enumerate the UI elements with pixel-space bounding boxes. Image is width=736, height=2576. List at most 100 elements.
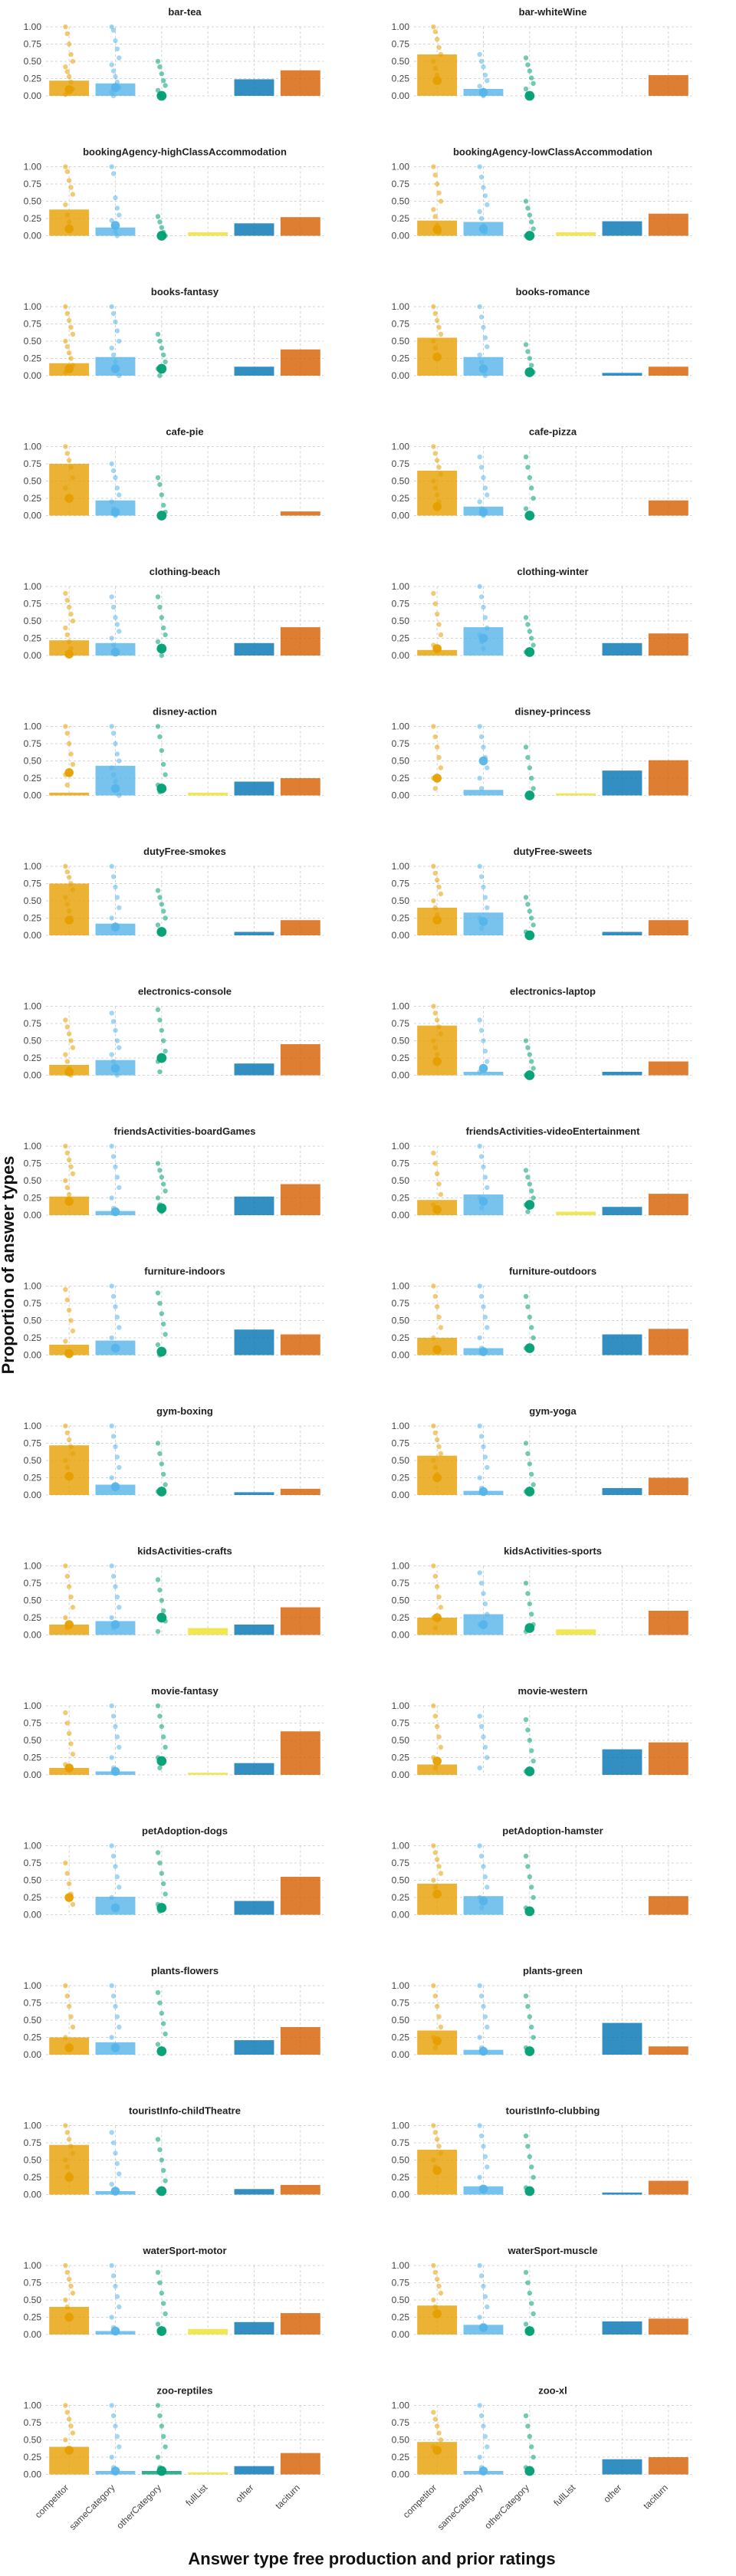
point-otherCategory xyxy=(157,734,163,740)
point-otherCategory xyxy=(157,1765,163,1771)
bar-other xyxy=(602,1072,642,1076)
point-competitor xyxy=(431,590,436,596)
y-tick-label: 0.50 xyxy=(392,2015,410,2026)
point-competitor xyxy=(431,1983,436,1989)
point-competitor xyxy=(64,597,70,603)
y-tick-label: 0.25 xyxy=(24,1193,42,1204)
summary-point-otherCategory xyxy=(524,2326,535,2336)
point-competitor xyxy=(68,465,74,470)
point-competitor xyxy=(68,356,74,361)
point-sameCategory xyxy=(482,2433,488,2440)
point-otherCategory xyxy=(155,594,161,600)
point-otherCategory xyxy=(527,909,533,914)
point-competitor xyxy=(68,1594,74,1600)
bar-other xyxy=(234,1492,274,1495)
point-competitor xyxy=(70,1605,76,1610)
y-tick-label: 0.50 xyxy=(24,56,42,67)
point-competitor xyxy=(70,2150,76,2156)
y-tick-label: 0.00 xyxy=(392,2329,410,2340)
point-sameCategory xyxy=(110,1154,117,1159)
y-tick-label: 0.00 xyxy=(392,90,410,101)
point-competitor xyxy=(434,877,440,883)
y-tick-label: 0.00 xyxy=(24,370,42,381)
point-sameCategory xyxy=(110,1059,117,1064)
bar-competitor xyxy=(49,792,90,796)
point-competitor xyxy=(436,1444,442,1450)
panel: disney-action 0.00 0.25 0.50 0.75 1.00 xyxy=(24,706,324,801)
point-otherCategory xyxy=(155,2403,161,2408)
y-tick-label: 0.00 xyxy=(392,650,410,661)
point-otherCategory xyxy=(161,1734,166,1740)
point-otherCategory xyxy=(527,2433,533,2440)
point-sameCategory xyxy=(478,215,485,222)
point-otherCategory xyxy=(161,2301,166,2306)
point-competitor xyxy=(434,1857,440,1862)
point-competitor xyxy=(431,58,436,64)
panel: cafe-pizza 0.00 0.25 0.50 0.75 1.00 xyxy=(392,426,692,521)
point-sameCategory xyxy=(109,1475,114,1480)
panel: clothing-winter 0.00 0.25 0.50 0.75 1.00 xyxy=(392,566,692,661)
point-competitor xyxy=(66,41,72,47)
point-sameCategory xyxy=(477,2403,482,2408)
x-tick-label: otherCategory xyxy=(482,2482,531,2532)
y-tick-label: 0.25 xyxy=(24,913,42,924)
summary-point-competitor xyxy=(432,225,442,235)
point-sameCategory xyxy=(109,636,114,641)
point-otherCategory xyxy=(159,1723,165,1730)
point-otherCategory xyxy=(155,1577,161,1582)
y-tick-label: 0.00 xyxy=(24,1210,42,1221)
point-otherCategory xyxy=(523,1853,529,1859)
bar-taciturn xyxy=(280,2184,320,2195)
summary-point-sameCategory xyxy=(478,87,488,97)
point-competitor xyxy=(438,331,444,337)
point-sameCategory xyxy=(113,884,118,890)
panel: electronics-console 0.00 0.25 0.50 0.75 1.00 xyxy=(24,986,324,1081)
bar-taciturn xyxy=(280,1488,320,1495)
point-sameCategory xyxy=(113,2423,118,2429)
summary-point-otherCategory xyxy=(524,1070,535,1080)
point-sameCategory xyxy=(481,884,486,890)
point-sameCategory xyxy=(481,1304,486,1309)
y-tick-label: 0.25 xyxy=(392,74,410,84)
point-competitor xyxy=(64,31,70,37)
point-otherCategory xyxy=(525,1175,531,1180)
point-sameCategory xyxy=(113,1584,118,1589)
summary-point-sameCategory xyxy=(478,508,488,517)
panel-title: bar-tea xyxy=(168,6,202,18)
point-otherCategory xyxy=(159,345,165,351)
summary-point-otherCategory xyxy=(156,2326,167,2336)
y-tick-label: 0.75 xyxy=(392,39,410,50)
point-otherCategory xyxy=(523,1038,529,1043)
bar-taciturn xyxy=(280,70,320,96)
point-competitor xyxy=(431,478,436,484)
bar-competitor xyxy=(417,1884,458,1915)
point-otherCategory xyxy=(155,1195,161,1201)
point-competitor xyxy=(66,178,72,183)
summary-point-competitor xyxy=(432,2309,442,2318)
y-tick-label: 1.00 xyxy=(392,2400,410,2411)
point-sameCategory xyxy=(110,1714,117,1719)
point-sameCategory xyxy=(109,863,114,869)
panel: touristInfo-childTheatre 0.00 0.25 0.50 0.75… xyxy=(24,2105,324,2200)
point-competitor xyxy=(434,2003,440,2009)
bar-taciturn xyxy=(280,1877,320,1915)
summary-point-otherCategory xyxy=(156,1203,167,1214)
point-sameCategory xyxy=(478,465,485,470)
point-sameCategory xyxy=(481,1734,486,1740)
point-otherCategory xyxy=(525,622,531,627)
point-competitor xyxy=(63,2437,68,2443)
point-competitor xyxy=(63,1178,68,1184)
point-sameCategory xyxy=(481,1444,486,1450)
bar-taciturn xyxy=(648,1611,688,1635)
point-sameCategory xyxy=(113,228,118,235)
bar-other xyxy=(234,1625,274,1635)
point-competitor xyxy=(432,310,438,317)
y-tick-label: 1.00 xyxy=(24,2400,42,2411)
y-tick-label: 0.00 xyxy=(24,650,42,661)
point-sameCategory xyxy=(477,1423,482,1429)
point-competitor xyxy=(64,310,70,317)
point-competitor xyxy=(436,2283,442,2289)
point-otherCategory xyxy=(523,506,529,511)
point-sameCategory xyxy=(482,72,488,78)
point-otherCategory xyxy=(155,475,161,481)
